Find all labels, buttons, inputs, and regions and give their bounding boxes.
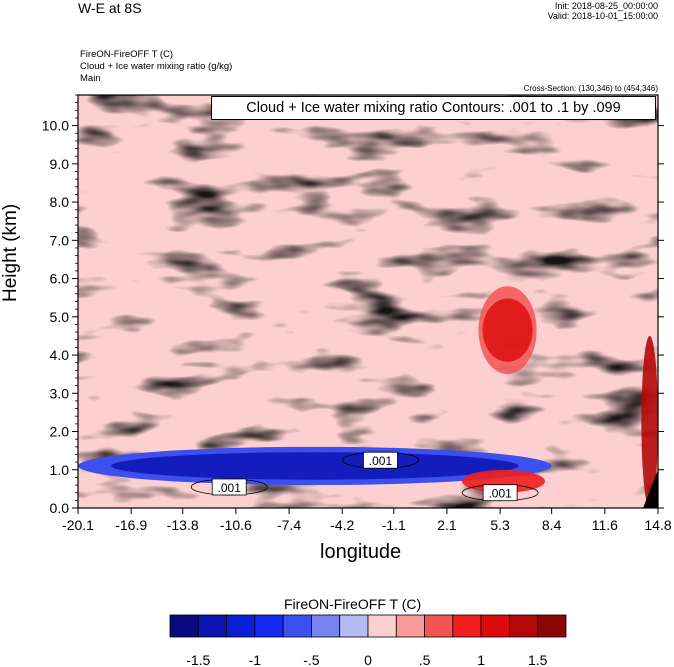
- y-axis-label: Height (km): [0, 203, 21, 302]
- x-tick-label: -16.9: [115, 517, 147, 533]
- colorbar-swatch: [197, 614, 227, 638]
- y-tick-label: 3.0: [50, 385, 70, 401]
- cross-section-info: Cross-Section: (130,346) to (454,346): [523, 84, 658, 93]
- colorbar-title: FireON-FireOFF T (C): [284, 596, 422, 612]
- x-tick-label: -10.6: [220, 517, 252, 533]
- colorbar-swatch: [480, 614, 510, 638]
- field-name-contour: Cloud + Ice water mixing ratio (g/kg): [80, 61, 233, 72]
- contour-info-box: Cloud + Ice water mixing ratio Contours:…: [211, 96, 656, 120]
- feature-mid-level-warming-maximum: [482, 298, 533, 362]
- x-tick-label: -4.2: [330, 517, 354, 533]
- colorbar-label: -1: [249, 652, 262, 667]
- plot-area: [78, 95, 658, 508]
- colorbar-swatch: [311, 614, 341, 638]
- contour-label-box: [363, 451, 398, 469]
- x-tick-label: 11.6: [592, 517, 618, 533]
- colorbar-label: -.5: [303, 652, 320, 667]
- y-tick-label: 0.0: [50, 500, 70, 516]
- x-axis: -20.1 -16.9 -13.8 -10.6 -7.4 -4.2 -1.1 2.1 5.3 8.…: [62, 508, 672, 533]
- x-tick-label: -7.4: [277, 517, 301, 533]
- x-tick-label: -20.1: [62, 517, 94, 533]
- terrain: [643, 469, 658, 508]
- colorbar-label: .5: [419, 652, 431, 667]
- colorbar-label: 1: [477, 652, 485, 667]
- chart-title: W-E at 8S: [78, 0, 142, 16]
- valid-time: Valid: 2018-10-01_15:00:00: [547, 11, 658, 21]
- colorbar-swatch: [367, 614, 397, 638]
- field-noise: [78, 95, 658, 508]
- colorbar-label: 0: [364, 652, 372, 667]
- y-tick-label: 9.0: [50, 156, 70, 172]
- colorbar-swatch: [424, 614, 454, 638]
- y-tick-label: 5.0: [50, 309, 70, 325]
- init-time: Init: 2018-08-25_00:00:00: [554, 1, 658, 11]
- feature-low-level-cooling-band: [111, 452, 519, 480]
- y-tick-label: 6.0: [50, 271, 70, 287]
- x-tick-label: 8.4: [542, 517, 562, 533]
- contour-label-box: [482, 484, 518, 502]
- domain-name: Main: [80, 73, 101, 84]
- feature-terrain-edge-warming: [641, 335, 658, 508]
- x-tick-label: 5.3: [490, 517, 510, 533]
- x-tick-label: -13.8: [167, 517, 199, 533]
- contour-label-box: [211, 478, 247, 496]
- colorbar-label: -1.5: [186, 652, 210, 667]
- y-tick-label: 7.0: [50, 232, 70, 248]
- colorbar-swatch: [169, 614, 199, 638]
- colorbar-swatch: [226, 614, 256, 638]
- field-name-shaded: FireON-FireOFF T (C): [80, 49, 174, 60]
- colorbar-swatch: [339, 614, 369, 638]
- x-tick-label: 14.8: [644, 517, 671, 533]
- y-tick-label: 10.0: [42, 118, 69, 134]
- y-tick-label: 8.0: [50, 194, 70, 210]
- feature-surface-warming-near-land: [461, 469, 545, 493]
- x-tick-label: 2.1: [437, 517, 457, 533]
- colorbar-swatch: [282, 614, 312, 638]
- colorbar-swatch: [395, 614, 425, 638]
- colorbar: -1.5 -1 -.5 0 .5 1 1.5: [169, 614, 567, 667]
- y-tick-label: 4.0: [50, 347, 70, 363]
- contour-label: .001: [218, 481, 242, 495]
- contour-lines: .001 .001 .001: [190, 451, 539, 502]
- contour-label: .001: [488, 487, 512, 501]
- colorbar-label: 1.5: [528, 652, 548, 667]
- colorbar-swatch: [537, 614, 567, 638]
- colorbar-swatch: [254, 614, 284, 638]
- x-axis-label: longitude: [320, 541, 402, 563]
- contour-label: .001: [369, 454, 393, 468]
- colorbar-swatch: [509, 614, 539, 638]
- y-tick-label: 2.0: [50, 424, 70, 440]
- colorbar-swatch: [452, 614, 482, 638]
- x-tick-label: -1.1: [382, 517, 406, 533]
- y-axis: 0.0 1.0 2.0 3.0 4.0 5.0 6.0 7.0 8.0 9.0 10.0: [42, 94, 664, 516]
- y-tick-label: 1.0: [50, 462, 70, 478]
